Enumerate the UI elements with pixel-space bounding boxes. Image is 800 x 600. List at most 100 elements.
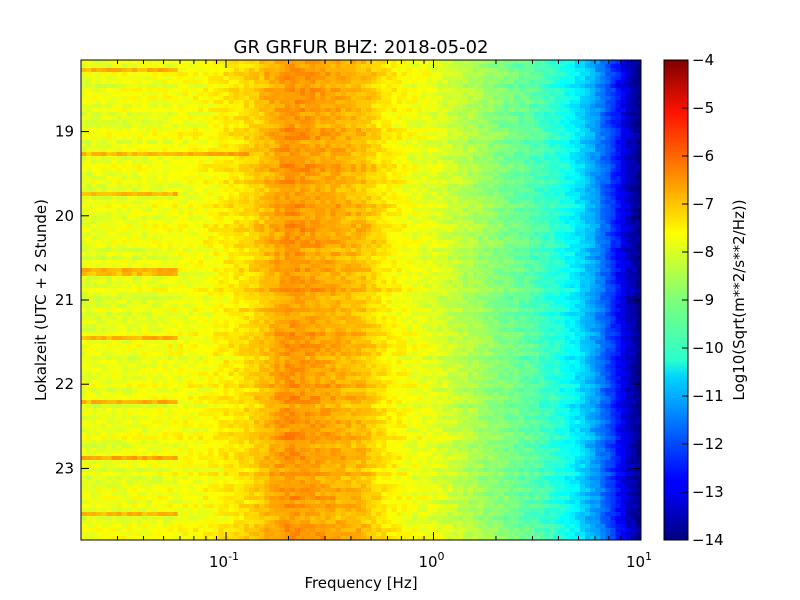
heatmap-cell: [569, 208, 576, 213]
heatmap-cell: [142, 140, 148, 145]
heatmap-cell: [315, 60, 321, 65]
heatmap-cell: [600, 228, 606, 233]
heatmap-cell: [630, 140, 637, 145]
heatmap-cell: [554, 76, 561, 81]
heatmap-cell: [462, 184, 469, 189]
heatmap-cell: [299, 232, 306, 237]
heatmap-cell: [401, 112, 408, 117]
heatmap-cell: [635, 88, 641, 93]
heatmap-cell: [569, 100, 576, 105]
heatmap-cell: [269, 144, 276, 149]
heatmap-cell: [238, 64, 245, 69]
heatmap-cell: [585, 180, 591, 185]
heatmap-cell: [340, 180, 347, 185]
heatmap-cell: [564, 192, 571, 197]
heatmap-cell: [411, 148, 418, 153]
heatmap-cell: [396, 80, 403, 85]
heatmap-cell: [305, 220, 311, 225]
heatmap-cell: [427, 212, 433, 217]
heatmap-cell: [381, 144, 388, 149]
heatmap-cell: [96, 120, 102, 125]
heatmap-cell: [600, 152, 606, 157]
heatmap-cell: [600, 124, 606, 129]
heatmap-cell: [422, 104, 428, 109]
heatmap-cell: [401, 132, 408, 137]
heatmap-cell: [371, 216, 377, 221]
heatmap-cell: [187, 232, 194, 237]
heatmap-cell: [269, 132, 276, 137]
heatmap-cell: [299, 108, 306, 113]
heatmap-cell: [198, 240, 204, 245]
heatmap-cell: [422, 68, 428, 73]
heatmap-cell: [340, 232, 347, 237]
heatmap-cell: [406, 76, 413, 81]
heatmap-cell: [600, 180, 606, 185]
heatmap-cell: [284, 112, 291, 117]
heatmap-cell: [437, 132, 444, 137]
heatmap-cell: [630, 64, 637, 69]
heatmap-cell: [605, 144, 612, 149]
heatmap-cell: [411, 104, 418, 109]
heatmap-cell: [96, 152, 102, 157]
heatmap-cell: [177, 172, 184, 177]
heatmap-cell: [91, 116, 97, 121]
heatmap-cell: [299, 192, 306, 197]
heatmap-cell: [467, 176, 474, 181]
heatmap-cell: [391, 228, 398, 233]
heatmap-cell: [86, 168, 92, 173]
heatmap-cell: [182, 180, 189, 185]
heatmap-cell: [238, 168, 245, 173]
heatmap-cell: [396, 164, 403, 169]
heatmap-cell: [162, 188, 169, 193]
heatmap-cell: [427, 204, 433, 209]
heatmap-cell: [228, 104, 235, 109]
heatmap-cell: [218, 184, 225, 189]
heatmap-cell: [86, 212, 92, 217]
heatmap-cell: [269, 80, 276, 85]
heatmap-cell: [371, 68, 377, 73]
heatmap-cell: [152, 224, 158, 229]
heatmap-cell: [371, 132, 377, 137]
heatmap-cell: [579, 120, 586, 125]
heatmap-cell: [340, 92, 347, 97]
heatmap-cell: [157, 72, 164, 77]
heatmap-cell: [249, 80, 255, 85]
heatmap-cell: [595, 136, 601, 141]
heatmap-cell: [152, 160, 158, 165]
heatmap-cell: [452, 176, 459, 181]
heatmap-cell: [182, 100, 189, 105]
heatmap-cell: [310, 132, 316, 137]
heatmap-cell: [131, 184, 138, 189]
heatmap-cell: [478, 116, 484, 121]
heatmap-cell: [391, 184, 398, 189]
heatmap-cell: [259, 64, 265, 69]
heatmap-cell: [498, 200, 505, 205]
heatmap-cell: [116, 228, 123, 233]
heatmap-cell: [534, 220, 540, 225]
heatmap-cell: [513, 148, 520, 153]
heatmap-cell: [126, 96, 133, 101]
heatmap-cell: [467, 76, 474, 81]
heatmap-cell: [427, 232, 433, 237]
heatmap-cell: [371, 224, 377, 229]
heatmap-cell: [549, 192, 556, 197]
heatmap-cell: [96, 232, 102, 237]
heatmap-cell: [264, 84, 270, 89]
heatmap-cell: [289, 80, 296, 85]
heatmap-cell: [172, 172, 179, 177]
heatmap-cell: [198, 172, 204, 177]
heatmap-cell: [126, 220, 133, 225]
heatmap-cell: [106, 152, 113, 157]
heatmap-cell: [361, 228, 367, 233]
heatmap-cell: [96, 108, 102, 113]
heatmap-cell: [442, 156, 449, 161]
heatmap-cell: [279, 196, 286, 201]
heatmap-cell: [366, 180, 372, 185]
heatmap-cell: [284, 188, 291, 193]
heatmap-cell: [427, 60, 433, 65]
heatmap-cell: [432, 80, 438, 85]
heatmap-cell: [193, 156, 199, 161]
heatmap-cell: [284, 160, 291, 165]
heatmap-cell: [193, 84, 199, 89]
heatmap-cell: [498, 148, 505, 153]
